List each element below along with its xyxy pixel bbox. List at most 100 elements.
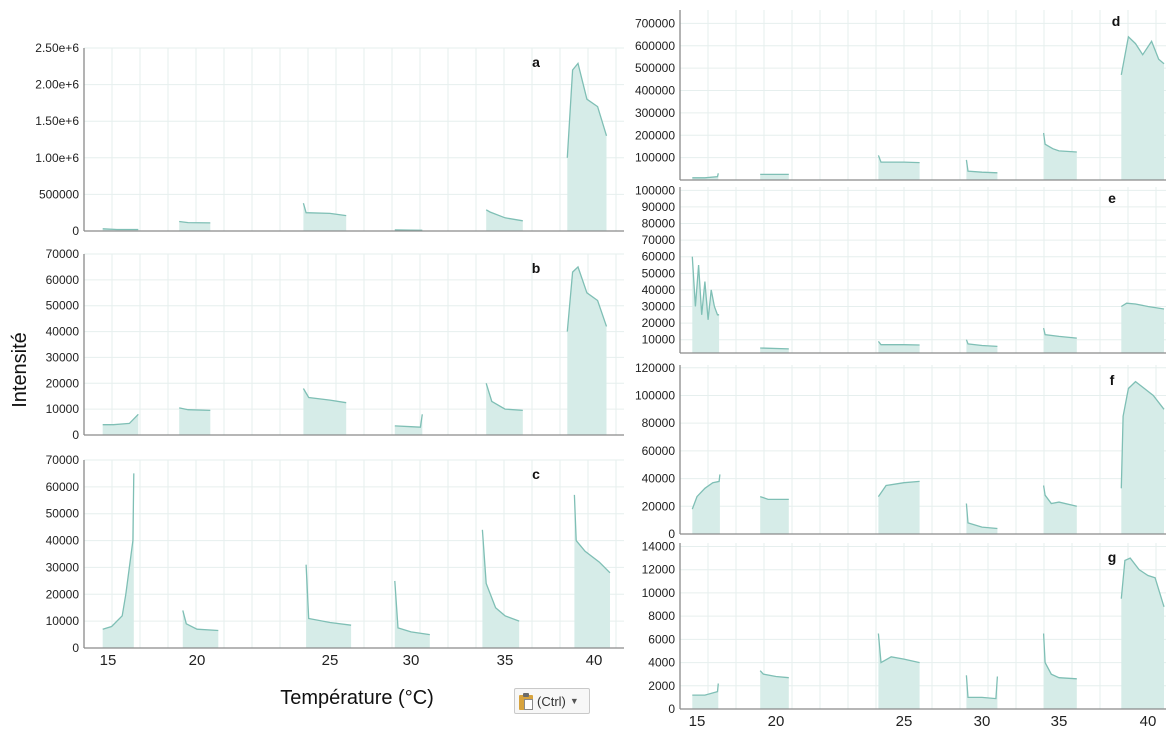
series-line bbox=[102, 473, 135, 630]
y-tick-label: 6000 bbox=[648, 632, 675, 646]
series-line bbox=[481, 529, 520, 622]
y-tick-label: 50000 bbox=[46, 299, 80, 313]
y-tick-label: 600000 bbox=[635, 39, 675, 53]
y-tick-label: 40000 bbox=[642, 472, 676, 486]
y-tick-label: 40000 bbox=[46, 325, 80, 339]
series-line bbox=[1042, 132, 1077, 153]
series-line bbox=[877, 633, 920, 664]
y-tick-label: 0 bbox=[668, 702, 675, 716]
y-tick-label: 2000 bbox=[648, 679, 675, 693]
area-segment bbox=[179, 221, 211, 231]
x-tick-label: 25 bbox=[322, 652, 339, 669]
y-tick-label: 70000 bbox=[46, 453, 80, 467]
series-line bbox=[965, 159, 998, 174]
y-tick-label: 50000 bbox=[46, 507, 80, 521]
series-line bbox=[394, 580, 430, 636]
chart-panels: 05000001.00e+61.50e+62.00e+62.50e+6a0100… bbox=[35, 10, 1166, 729]
area-segment bbox=[878, 633, 920, 709]
series-line bbox=[965, 675, 999, 700]
y-tick-label: 20000 bbox=[642, 316, 676, 330]
y-tick-label: 100000 bbox=[635, 151, 675, 165]
y-tick-label: 300000 bbox=[635, 106, 675, 120]
series-line bbox=[691, 256, 720, 320]
area-segment bbox=[486, 209, 523, 231]
y-tick-label: 60000 bbox=[46, 273, 80, 287]
y-tick-label: 500000 bbox=[635, 61, 675, 75]
area-segment bbox=[394, 580, 430, 648]
series-line bbox=[965, 503, 998, 530]
series-line bbox=[877, 340, 920, 346]
area-segment bbox=[760, 496, 789, 534]
panel-letter: b bbox=[532, 260, 541, 276]
y-tick-label: 80000 bbox=[642, 217, 676, 231]
series-line bbox=[302, 388, 347, 404]
panel-letter: c bbox=[532, 466, 540, 482]
y-tick-label: 30000 bbox=[642, 300, 676, 314]
panel-f: 0 20000 40000 60000 80000 100000 120000 f bbox=[635, 361, 1166, 541]
y-tick-label: 10000 bbox=[642, 586, 676, 600]
series-line bbox=[760, 347, 789, 350]
panel-e: 10000 20000 30000 40000 50000 60000 70000 80000… bbox=[635, 183, 1166, 354]
y-tick-label: 30000 bbox=[46, 560, 80, 574]
area-segment bbox=[692, 474, 720, 534]
area-segment bbox=[1121, 303, 1164, 353]
paste-options-button[interactable]: (Ctrl) ▼ bbox=[514, 688, 590, 714]
y-tick-label: 0 bbox=[668, 527, 675, 541]
series-line bbox=[566, 265, 608, 332]
panel-b: 0 10000 20000 30000 40000 50000 60000 70000 b bbox=[46, 247, 624, 442]
area-segment bbox=[482, 529, 520, 648]
x-tick-label: 30 bbox=[403, 652, 420, 669]
area-segment bbox=[760, 174, 789, 180]
paste-options-label: (Ctrl) bbox=[537, 693, 566, 709]
y-tick-label: 500000 bbox=[39, 187, 79, 201]
y-tick-label: 0 bbox=[72, 641, 79, 655]
y-tick-label: 70000 bbox=[642, 233, 676, 247]
area-segment bbox=[574, 494, 610, 648]
x-tick-label: 35 bbox=[497, 652, 514, 669]
series-line bbox=[877, 155, 920, 164]
area-segment bbox=[1043, 633, 1077, 709]
area-segment bbox=[1043, 133, 1077, 180]
area-segment bbox=[966, 503, 998, 534]
series-line bbox=[179, 407, 211, 412]
panel-letter: g bbox=[1108, 549, 1117, 565]
series-line bbox=[1042, 485, 1077, 507]
y-tick-label: 14000 bbox=[642, 539, 676, 553]
y-tick-label: 20000 bbox=[642, 499, 676, 513]
y-tick-label: 100000 bbox=[635, 183, 675, 197]
series-line bbox=[1042, 327, 1077, 339]
series-line bbox=[394, 414, 423, 428]
y-tick-label: 400000 bbox=[635, 84, 675, 98]
y-tick-label: 10000 bbox=[46, 402, 80, 416]
x-tick-label: 25 bbox=[896, 713, 913, 729]
series-line bbox=[102, 228, 139, 231]
panel-letter: a bbox=[532, 54, 540, 70]
y-tick-label: 10000 bbox=[642, 333, 676, 347]
series-line bbox=[1042, 633, 1077, 680]
series-line bbox=[965, 339, 998, 348]
series-line bbox=[102, 413, 139, 426]
y-tick-label: 1.50e+6 bbox=[35, 114, 79, 128]
series-line bbox=[485, 209, 523, 222]
y-tick-label: 90000 bbox=[642, 200, 676, 214]
series-line bbox=[1120, 302, 1165, 310]
series-line bbox=[1120, 380, 1165, 489]
panel-d: 100000 200000 300000 400000 500000 600000 7000… bbox=[635, 10, 1166, 181]
area-segment bbox=[182, 610, 219, 648]
y-tick-label: 40000 bbox=[642, 283, 676, 297]
panel-letter: f bbox=[1110, 372, 1115, 388]
area-segment bbox=[878, 155, 920, 180]
panel-g: 0 2000 4000 6000 8000 10000 12000 14000 15 20 25 30… bbox=[642, 539, 1166, 729]
caret-down-icon: ▼ bbox=[569, 696, 579, 706]
series-line bbox=[759, 495, 789, 501]
y-tick-label: 60000 bbox=[46, 480, 80, 494]
y-tick-label: 10000 bbox=[46, 614, 80, 628]
series-line bbox=[573, 494, 611, 574]
area-segment bbox=[303, 203, 347, 231]
series-line bbox=[302, 203, 347, 217]
x-tick-label: 40 bbox=[586, 652, 603, 669]
x-tick-label: 40 bbox=[1140, 713, 1157, 729]
area-segment bbox=[1043, 485, 1077, 534]
x-tick-label: 20 bbox=[768, 713, 785, 729]
